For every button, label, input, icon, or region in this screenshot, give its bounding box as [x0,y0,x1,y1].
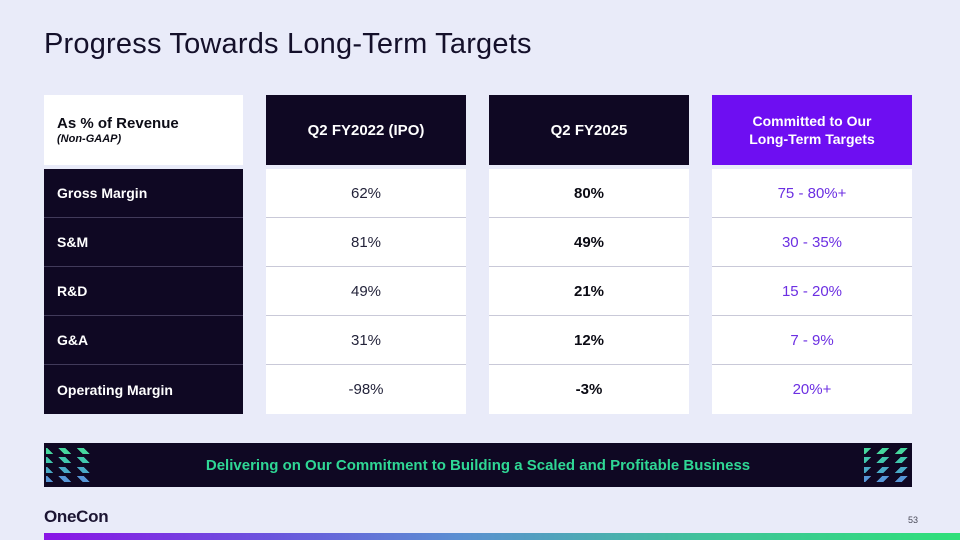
table-cell: 80% [489,169,689,218]
row-label: G&A [44,316,243,365]
row-label: Operating Margin [44,365,243,414]
table-cell: 30 - 35% [712,218,912,267]
row-label: R&D [44,267,243,316]
corner-subtitle: (Non-GAAP) [57,132,122,145]
column-long-term-targets: Committed to Our Long-Term Targets 75 - … [712,95,912,414]
table-cell: 31% [266,316,466,365]
corner-title: As % of Revenue [57,115,179,133]
corner-header-cell: As % of Revenue (Non-GAAP) [44,95,243,165]
row-label: S&M [44,218,243,267]
row-label-stack: Gross Margin S&M R&D G&A Operating Margi… [44,169,243,414]
value-stack-q2-fy2025: 80% 49% 21% 12% -3% [489,169,689,414]
column-labels: As % of Revenue (Non-GAAP) Gross Margin … [44,95,243,414]
column-q2-fy2022: Q2 FY2022 (IPO) 62% 81% 49% 31% -98% [266,95,466,414]
footer-gradient-bar [44,533,960,540]
column-header-long-term-targets: Committed to Our Long-Term Targets [712,95,912,165]
table-cell: 62% [266,169,466,218]
table-cell: 75 - 80%+ [712,169,912,218]
table-cell: 21% [489,267,689,316]
column-header-q2-fy2025: Q2 FY2025 [489,95,689,165]
table-cell: -98% [266,365,466,414]
table-cell: 7 - 9% [712,316,912,365]
table-cell: 15 - 20% [712,267,912,316]
table-cell: 20%+ [712,365,912,414]
table-cell: 49% [489,218,689,267]
page-number: 53 [907,515,918,525]
diagonal-stripes-right [864,446,910,484]
column-q2-fy2025: Q2 FY2025 80% 49% 21% 12% -3% [489,95,689,414]
table-cell: 81% [266,218,466,267]
page-title: Progress Towards Long-Term Targets [44,28,532,60]
onecon-logo: OneCon [44,507,109,526]
table-cell: 12% [489,316,689,365]
row-label: Gross Margin [44,169,243,218]
banner-text: Delivering on Our Commitment to Building… [205,456,751,474]
table-cell: -3% [489,365,689,414]
diagonal-stripes-left [46,446,92,484]
column-header-q2-fy2022: Q2 FY2022 (IPO) [266,95,466,165]
commitment-banner: Delivering on Our Commitment to Building… [44,443,912,487]
value-stack-q2-fy2022: 62% 81% 49% 31% -98% [266,169,466,414]
table-cell: 49% [266,267,466,316]
metrics-table: As % of Revenue (Non-GAAP) Gross Margin … [44,95,912,414]
value-stack-long-term-targets: 75 - 80%+ 30 - 35% 15 - 20% 7 - 9% 20%+ [712,169,912,414]
